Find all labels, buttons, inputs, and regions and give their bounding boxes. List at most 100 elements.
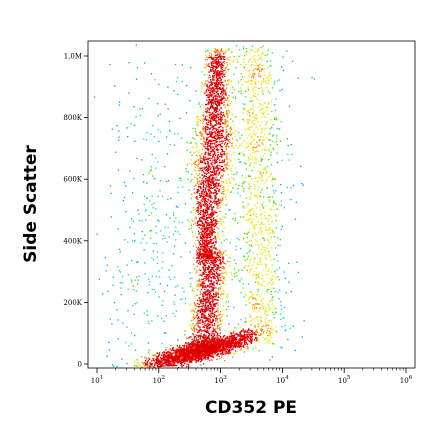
event-dot [173,90,175,92]
event-dot [196,195,198,198]
event-dot [215,58,218,61]
event-dot [225,271,227,274]
event-dot [203,191,205,193]
event-dot [242,183,244,185]
event-dot [204,188,207,191]
event-dot [219,115,221,118]
event-dot [222,87,224,89]
event-dot [226,260,228,262]
event-dot [220,165,223,168]
event-dot [249,198,251,201]
event-dot [208,302,210,304]
event-dot [241,269,243,271]
event-dot [209,309,211,311]
event-dot [214,120,216,122]
event-dot [252,233,254,235]
event-dot [195,239,197,241]
event-dot [200,119,202,122]
event-dot [216,161,218,163]
event-dot [197,336,199,338]
event-dot [204,174,206,177]
event-dot [214,54,217,56]
event-dot [212,267,214,269]
event-dot [213,137,215,139]
event-dot [131,260,133,262]
event-dot [280,318,282,320]
event-dot [204,128,206,130]
event-dot [219,102,221,105]
event-dot [107,290,109,292]
event-dot [275,276,277,278]
event-dot [208,310,210,312]
event-dot [150,212,153,214]
event-dot [252,89,254,92]
event-dot [201,308,203,310]
event-dot [195,360,197,362]
event-dot [215,220,218,222]
event-dot [194,316,196,318]
event-dot [156,103,159,105]
event-dot [213,263,215,265]
event-dot [208,57,210,59]
event-dot [202,295,204,297]
event-dot [268,102,270,104]
event-dot [207,319,209,321]
event-dot [215,268,217,271]
event-dot [213,167,215,169]
event-dot [223,69,225,72]
event-dot [215,83,218,85]
event-dot [229,264,231,267]
event-dot [220,48,223,50]
event-dot [245,181,247,183]
event-dot [244,334,246,337]
event-dot [217,326,219,328]
event-dot [205,140,208,142]
event-dot [249,185,251,188]
event-dot [228,351,230,353]
event-dot [247,255,249,257]
event-dot [174,133,176,135]
event-dot [205,178,207,180]
event-dot [239,195,241,197]
event-dot [203,212,205,214]
event-dot [313,78,316,80]
event-dot [196,269,198,271]
event-dot [209,111,211,114]
event-dot [210,174,212,176]
event-dot [202,196,204,199]
event-dot [209,200,211,202]
event-dot [252,274,254,277]
event-dot [203,212,206,214]
event-dot [205,317,207,320]
event-dot [272,282,274,284]
event-dot [190,343,192,346]
event-dot [216,267,218,269]
event-dot [212,319,215,321]
event-dot [214,247,216,249]
event-dot [266,337,268,339]
event-dot [209,114,211,117]
event-dot [201,210,203,212]
event-dot [222,153,224,155]
event-dot [222,181,225,183]
event-dot [261,59,263,61]
event-dot [214,258,216,260]
event-dot [265,106,268,108]
event-dot [211,82,213,84]
event-dot [246,347,248,349]
event-dot [199,196,201,198]
event-dot [221,90,223,92]
event-dot [212,300,214,302]
event-dot [235,67,237,69]
event-dot [268,342,270,344]
event-dot [252,91,255,93]
event-dot [224,250,227,252]
event-dot [215,251,217,253]
event-dot [210,118,212,120]
event-dot [223,60,225,63]
event-dot [210,264,212,266]
event-dot [211,165,214,167]
event-dot [198,309,200,312]
event-dot [254,143,256,145]
event-dot [262,93,264,95]
